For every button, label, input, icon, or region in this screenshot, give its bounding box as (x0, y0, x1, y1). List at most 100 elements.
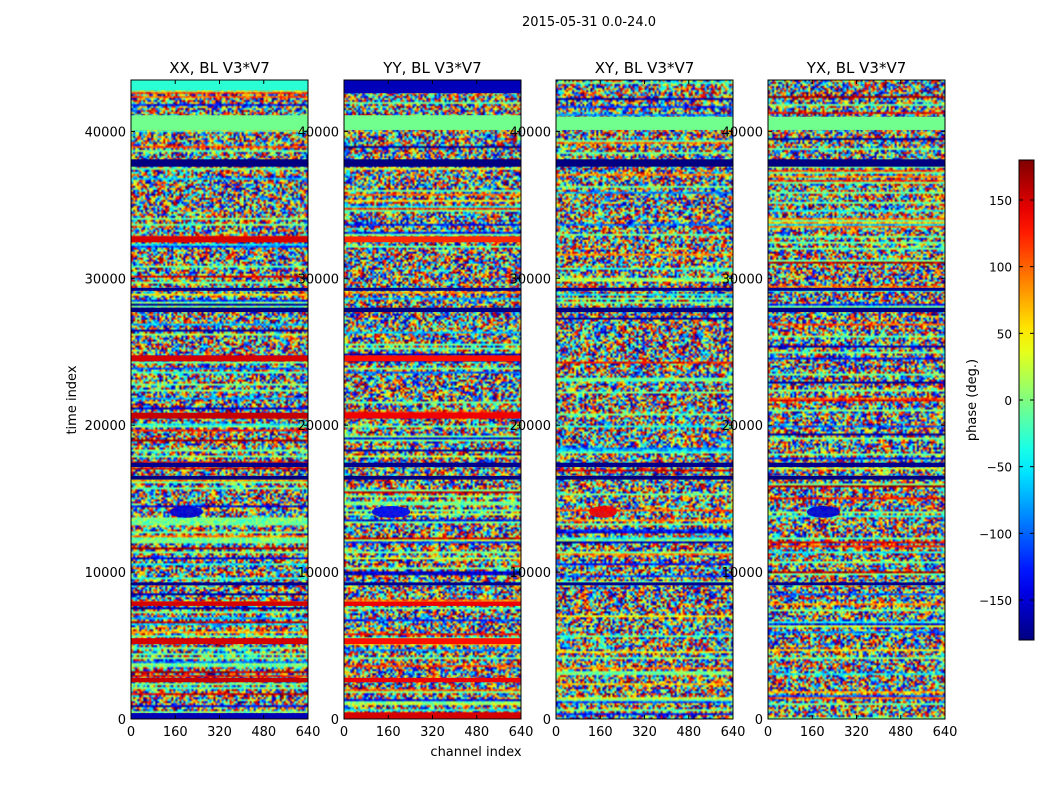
heatmap-band (344, 287, 521, 291)
x-tick-label: 320 (420, 725, 445, 740)
heatmap-band (556, 116, 733, 130)
colorbar-tick-label: 0 (1004, 394, 1012, 408)
x-tick-label: 160 (376, 725, 401, 740)
panel-xx: XX, BL V3*V7 time index 0 160 320 480 640 0 10… (65, 59, 320, 740)
heatmap-blob (806, 506, 840, 518)
x-tick-label: 480 (464, 725, 489, 740)
panel-title: XY, BL V3*V7 (595, 59, 695, 77)
x-tick-label: 0 (552, 725, 560, 740)
heatmap-band (344, 236, 521, 243)
panel-title: YX, BL V3*V7 (806, 59, 907, 77)
heatmap-band (768, 116, 945, 130)
y-tick-label: 0 (118, 713, 126, 728)
heatmap-band (344, 412, 521, 419)
y-tick-label: 10000 (722, 566, 763, 581)
y-tick-label: 10000 (510, 566, 551, 581)
heatmap-band (344, 582, 521, 586)
y-tick-label: 40000 (722, 125, 763, 140)
heatmap-band (131, 462, 308, 468)
heatmap-band (344, 355, 521, 362)
panel-xy: XY, BL V3*V7 0 160 320 480 640 0 10000 20000 300… (510, 59, 746, 740)
colorbar-label: phase (deg.) (965, 359, 980, 441)
y-tick-label: 40000 (298, 125, 339, 140)
heatmap-band (556, 287, 733, 291)
y-axis-label: time index (65, 365, 80, 434)
x-tick-label: 480 (676, 725, 701, 740)
x-tick-label: 160 (800, 725, 825, 740)
heatmap-band (131, 638, 308, 645)
heatmap-band (344, 475, 521, 480)
colorbar-tick-label: 150 (989, 194, 1012, 208)
x-tick-label: 0 (127, 725, 135, 740)
x-tick-label: 160 (163, 725, 188, 740)
heatmap-band (344, 115, 521, 130)
heatmap-band (556, 582, 733, 586)
heatmap-band (768, 159, 945, 167)
heatmap-band (131, 582, 308, 586)
heatmap-band (131, 159, 308, 167)
y-tick-label: 30000 (510, 272, 551, 287)
y-tick-label: 20000 (510, 419, 551, 434)
x-tick-label: 0 (340, 725, 348, 740)
heatmap-noise (556, 80, 733, 719)
y-tick-label: 30000 (85, 272, 126, 287)
y-tick-label: 30000 (298, 272, 339, 287)
y-tick-label: 20000 (722, 419, 763, 434)
x-tick-label: 320 (207, 725, 232, 740)
heatmap-band (768, 462, 945, 468)
heatmap-band (131, 475, 308, 480)
heatmap-band (556, 159, 733, 167)
y-tick-label: 30000 (722, 272, 763, 287)
heatmap-band (131, 412, 308, 419)
y-tick-label: 20000 (298, 419, 339, 434)
colorbar-tick-label: −50 (987, 461, 1012, 475)
heatmap-blob (589, 506, 617, 518)
heatmap-band (344, 159, 521, 167)
x-tick-label: 480 (888, 725, 913, 740)
x-tick-label: 640 (509, 725, 534, 740)
heatmap-band (131, 601, 308, 606)
heatmap-band (556, 307, 733, 313)
heatmap-band (768, 287, 945, 291)
heatmap-band (131, 287, 308, 291)
heatmap-band (344, 462, 521, 468)
heatmap-band (344, 601, 521, 606)
x-tick-label: 0 (764, 725, 772, 740)
heatmap-band (131, 236, 308, 243)
x-axis-label: channel index (430, 745, 521, 760)
x-tick-label: 640 (296, 725, 321, 740)
y-tick-label: 0 (755, 713, 763, 728)
panel-title: XX, BL V3*V7 (169, 59, 270, 77)
heatmap-band (131, 355, 308, 362)
heatmap-band (768, 582, 945, 586)
heatmap-band (131, 677, 308, 683)
y-tick-label: 40000 (510, 125, 551, 140)
x-tick-label: 640 (933, 725, 958, 740)
colorbar: −150 −100 −50 0 50 100 150 phase (deg.) (965, 159, 1035, 641)
heatmap-band (131, 115, 308, 130)
y-tick-label: 0 (331, 713, 339, 728)
y-tick-label: 20000 (85, 419, 126, 434)
heatmap-blob (371, 506, 411, 518)
y-tick-label: 10000 (298, 566, 339, 581)
heatmap-noise (344, 80, 521, 719)
heatmap-noise (131, 80, 308, 719)
x-tick-label: 320 (632, 725, 657, 740)
y-tick-label: 0 (543, 713, 551, 728)
heatmap-noise (768, 80, 945, 719)
heatmap-band (344, 307, 521, 313)
heatmap-band (768, 307, 945, 313)
heatmap-band (344, 677, 521, 683)
heatmap-band (344, 638, 521, 645)
y-tick-label: 40000 (85, 125, 126, 140)
heatmap-band (768, 475, 945, 480)
heatmap-band (556, 475, 733, 480)
heatmap-band (556, 462, 733, 468)
x-tick-label: 640 (721, 725, 746, 740)
panel-yx: YX, BL V3*V7 0 160 320 480 640 0 10000 20000 300… (722, 59, 958, 740)
heatmap-band (131, 80, 308, 91)
panel-yy: YY, BL V3*V7 channel index 0 160 320 480 640… (298, 59, 534, 760)
heatmap-band (131, 307, 308, 313)
colorbar-tick-label: −150 (979, 594, 1012, 608)
